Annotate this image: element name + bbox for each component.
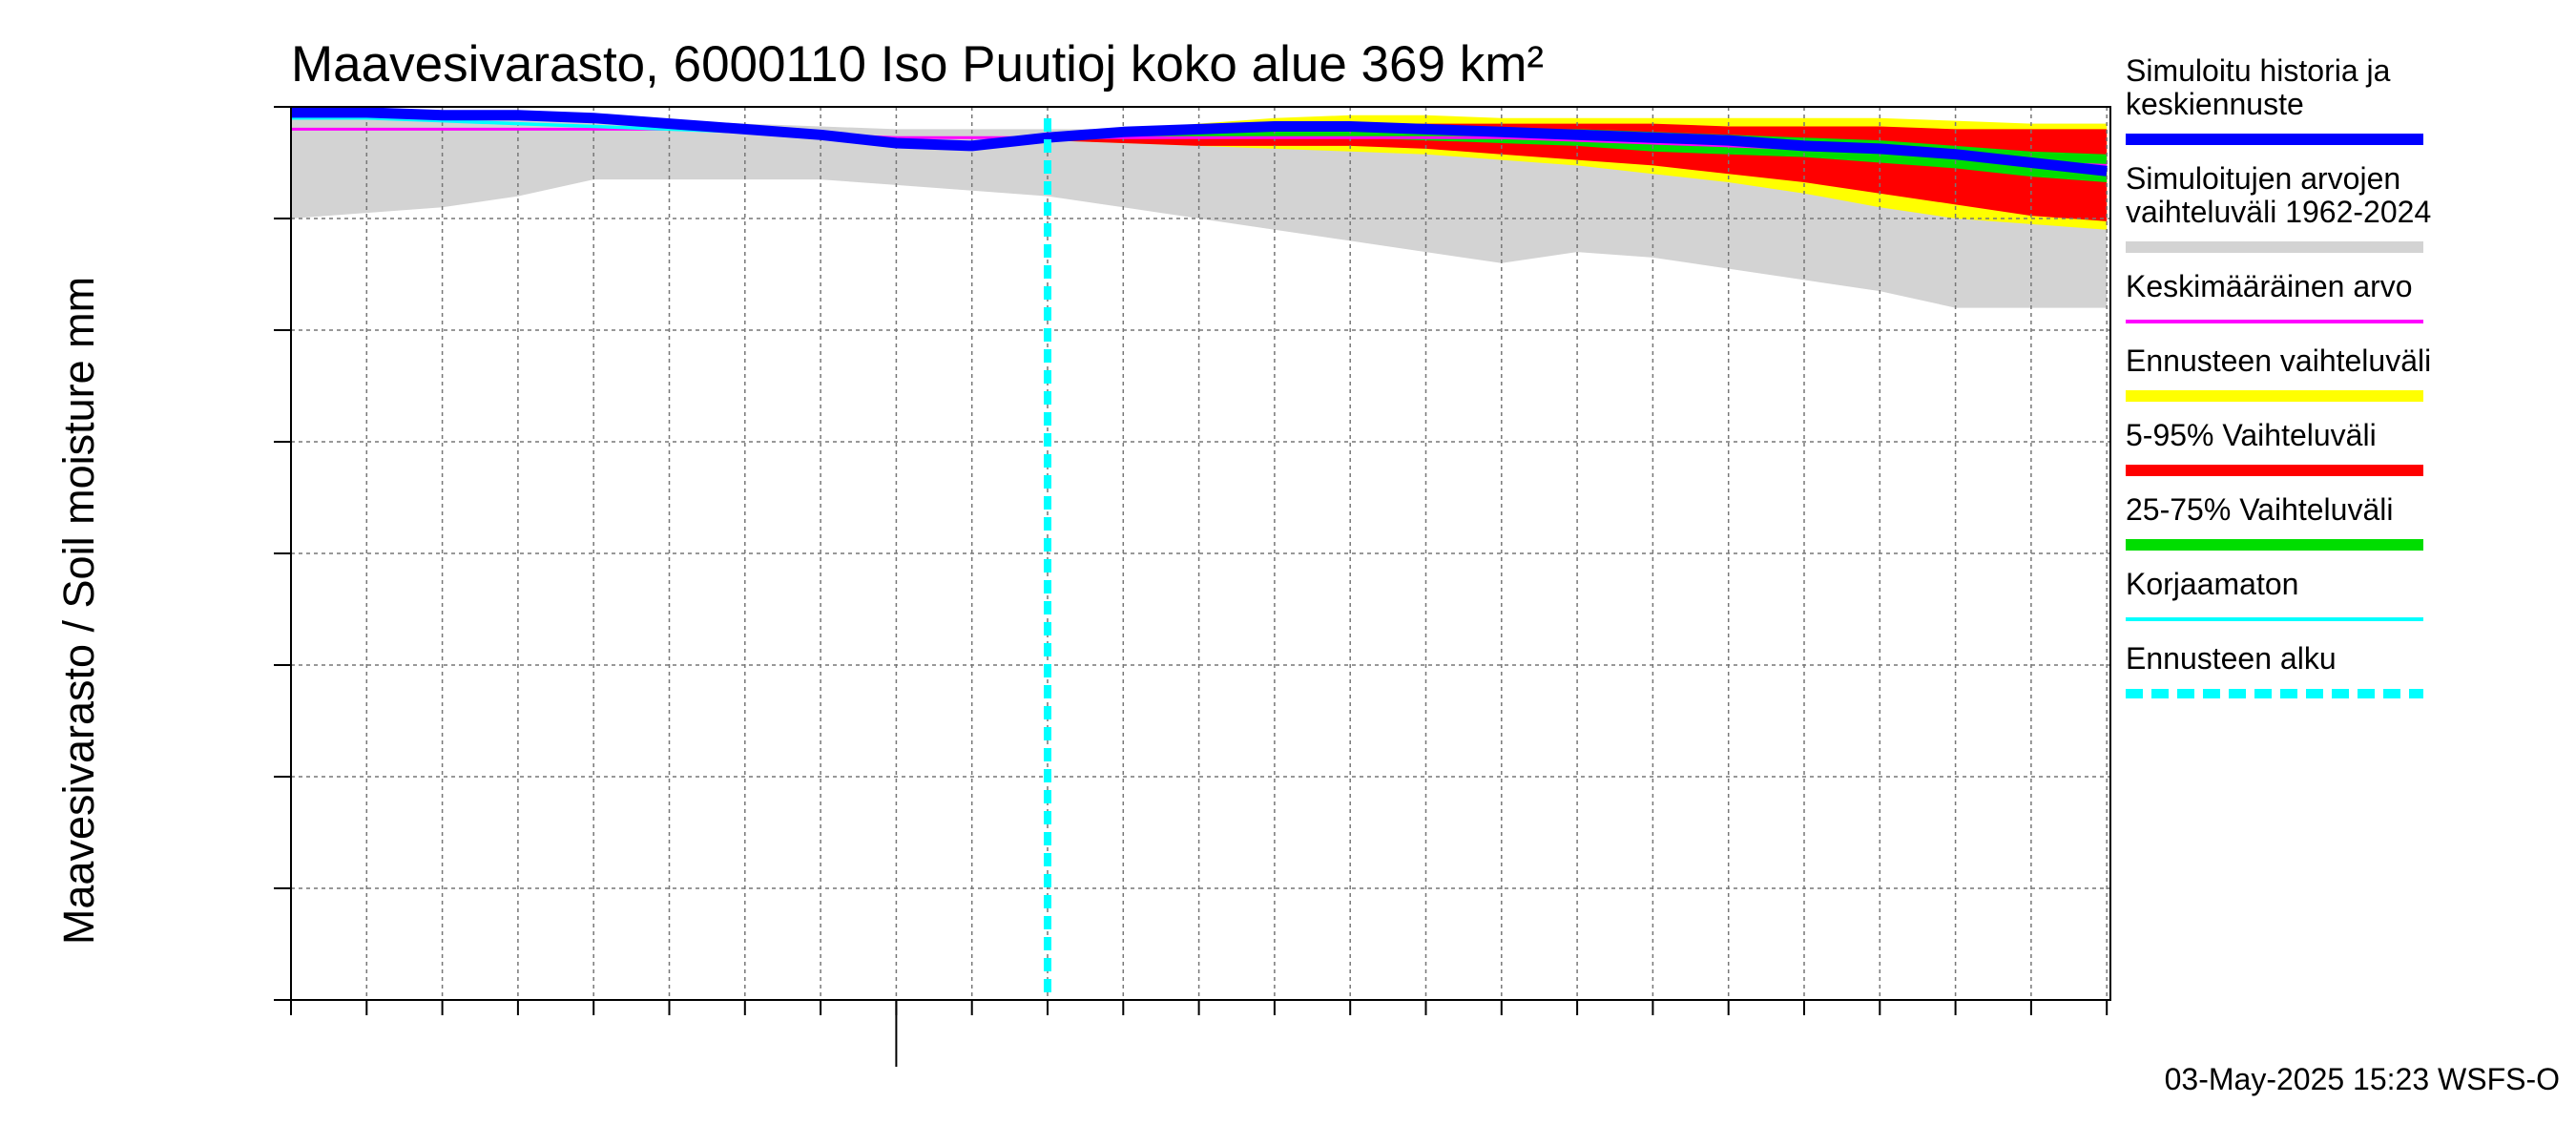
x-axis-ticks: [290, 1000, 2109, 1015]
grid-lines: [291, 107, 2110, 1000]
chart-title: Maavesivarasto, 6000110 Iso Puutioj koko…: [291, 36, 1544, 93]
y-axis-ticks: [274, 106, 291, 1001]
legend-label: Korjaamaton: [2126, 567, 2298, 601]
y-axis-label: Maavesivarasto / Soil moisture mm: [54, 277, 103, 945]
legend-label: 5-95% Vaihteluväli: [2126, 418, 2377, 452]
legend-label: Ennusteen vaihteluväli: [2126, 344, 2431, 378]
footer-timestamp: 03-May-2025 15:23 WSFS-O: [2165, 1062, 2560, 1096]
legend-label-line: Simuloitu historia ja: [2126, 53, 2391, 88]
band-series-3: [1048, 126, 2108, 182]
series-line-6: [291, 107, 2108, 177]
legend-label: 25-75% Vaihteluväli: [2126, 492, 2393, 527]
series-lines: [291, 107, 2108, 1000]
legend-label-line: Simuloitujen arvojen: [2126, 161, 2400, 196]
legend-label: Simuloitu historia ja keskiennuste: [2126, 53, 2391, 121]
legend: Simuloitu historia ja keskiennusteSimuloi…: [2126, 53, 2431, 698]
legend-label: Keskimääräinen arvo: [2126, 269, 2413, 303]
legend-label: Simuloitujen arvojen vaihteluväli 1962-20…: [2126, 161, 2431, 229]
legend-label: Ennusteen alku: [2126, 641, 2337, 676]
legend-label-line: vaihteluväli 1962-2024: [2126, 195, 2431, 229]
legend-label-line: keskiennuste: [2126, 87, 2304, 121]
